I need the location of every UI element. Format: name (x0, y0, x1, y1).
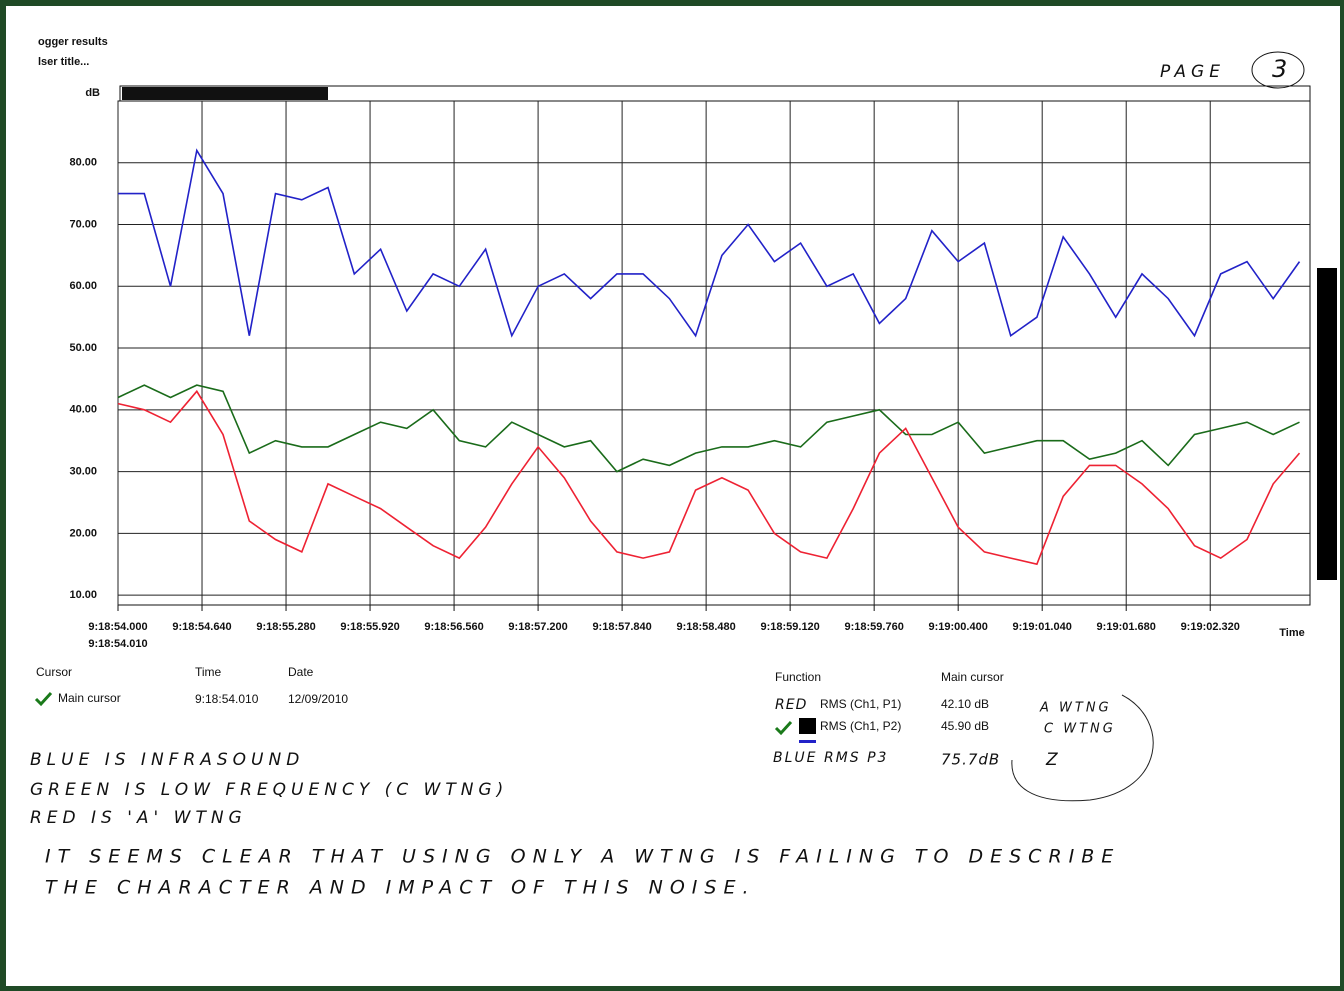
x-tick-label: 9:19:01.680 (1097, 621, 1156, 633)
edge-bar (1317, 268, 1337, 580)
x-tick-label: 9:18:57.840 (592, 621, 651, 633)
series-line (117, 384, 1300, 473)
table-cell: 9:18:54.010 (195, 692, 259, 706)
x-label: Time (1279, 627, 1304, 639)
x-tick-label: 9:18:54.640 (172, 621, 231, 633)
note: RED IS 'A' WTNG (30, 808, 247, 828)
y-tick-label: 60.00 (69, 280, 97, 292)
x-tick-label: 9:18:55.280 (256, 621, 315, 633)
scroll-thumb (122, 87, 328, 100)
y-tick-label: 50.00 (69, 342, 97, 354)
paper (6, 6, 1340, 986)
x-tick-label: 9:18:59.120 (760, 621, 819, 633)
check (34, 691, 53, 707)
table-header: Function (775, 670, 821, 684)
y-tick-label: 10.00 (69, 589, 97, 601)
x-tick-label: 9:18:54.000 (88, 621, 147, 633)
check (774, 720, 793, 736)
x-tick-label: 9:19:01.040 (1013, 621, 1072, 633)
y-tick-label: 30.00 (69, 465, 97, 477)
function-value: 42.10 dB (941, 697, 989, 711)
page-number: 3 (1272, 55, 1292, 83)
x-tick-label: 9:19:02.320 (1181, 621, 1240, 633)
function-name: BLUE RMS P3 (773, 750, 888, 766)
table-header: Main cursor (941, 670, 1004, 684)
y-tick-label: 80.00 (69, 157, 97, 169)
table-cell: 12/09/2010 (288, 692, 348, 706)
function-value: 45.90 dB (941, 719, 989, 733)
x-tick-label: 9:18:58.480 (676, 621, 735, 633)
hand-bracket (1011, 694, 1154, 802)
x-tick-label: 9:18:55.920 (340, 621, 399, 633)
note: THE CHARACTER AND IMPACT OF THIS NOISE. (45, 877, 756, 899)
series-line (118, 148, 1301, 338)
subtitle: lser title... (38, 56, 89, 68)
y-tick-label: 70.00 (69, 218, 97, 230)
table-header: Time (195, 665, 222, 679)
x-tick-label: 9:18:59.760 (844, 621, 903, 633)
y-tick-label: 40.00 (69, 404, 97, 416)
series-line (117, 389, 1301, 566)
table-cell: Main cursor (58, 691, 121, 705)
table-header: Date (288, 665, 314, 679)
hand-note: Z (1045, 750, 1063, 770)
swatch (799, 740, 816, 743)
y-label: dB (85, 87, 100, 99)
title: ogger results (38, 36, 108, 48)
function-name: RMS (Ch1, P2) (820, 719, 901, 733)
function-value: 75.7dB (941, 751, 1000, 769)
function-name: RMS (Ch1, P1) (820, 697, 901, 711)
x-tick-label: 9:19:00.400 (929, 621, 988, 633)
hand-note: C WTNG (1044, 722, 1116, 737)
page-circle (1251, 51, 1305, 89)
table-header: Cursor (36, 665, 72, 679)
x-tick-label: 9:18:57.200 (508, 621, 567, 633)
swatch (799, 718, 816, 734)
hand-note: A WTNG (1039, 701, 1112, 716)
page-word: PAGE (1160, 62, 1225, 82)
x-tick-label: 9:18:56.560 (424, 621, 483, 633)
cursor-x-label: 9:18:54.010 (88, 638, 147, 650)
note: BLUE IS INFRASOUND (30, 750, 304, 770)
hand-label: RED (775, 697, 807, 713)
y-tick-label: 20.00 (69, 527, 97, 539)
note: IT SEEMS CLEAR THAT USING ONLY A WTNG IS… (45, 846, 1120, 868)
note: GREEN IS LOW FREQUENCY (C WTNG) (30, 780, 508, 800)
